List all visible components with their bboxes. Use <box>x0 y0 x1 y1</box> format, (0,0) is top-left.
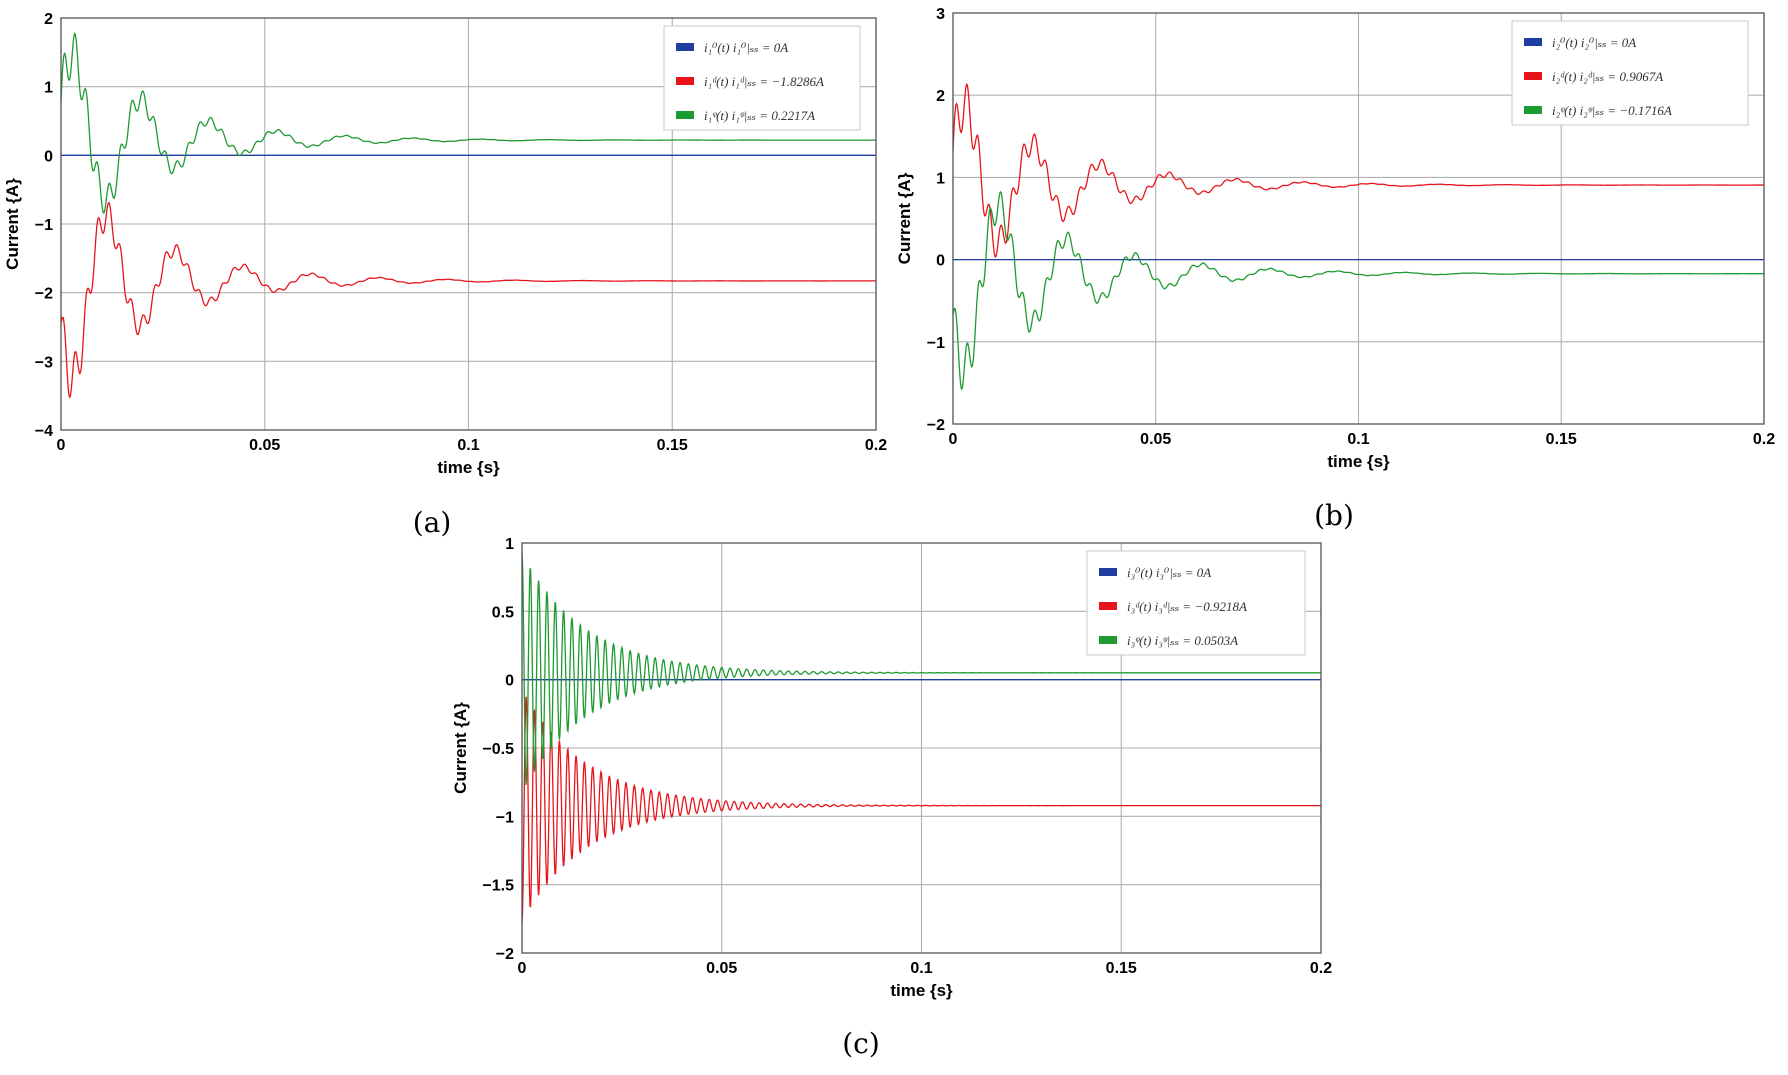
y-tick-label: 2 <box>936 88 945 105</box>
legend-entry: i₃ᵈ(t) i₃ᵈ|ₛₛ = −0.9218A <box>1127 599 1247 614</box>
legend-entry: i₃⁰(t) i₃⁰|ₛₛ = 0A <box>1127 565 1211 580</box>
series-line-i-2-q <box>952 190 1764 391</box>
panel-label: (a) <box>413 506 452 539</box>
y-tick-label: −1.5 <box>482 878 514 895</box>
legend-box <box>1086 550 1306 656</box>
x-tick-label: 0.2 <box>865 437 887 454</box>
axes-frame <box>60 17 877 431</box>
x-tick-label: 0.05 <box>706 960 737 977</box>
x-tick-label: 0.15 <box>1106 960 1137 977</box>
legend-swatch <box>1524 106 1542 114</box>
y-tick-label: −1 <box>496 809 514 826</box>
x-tick-label: 0.15 <box>657 437 688 454</box>
y-axis-label: Current {A} <box>3 178 22 270</box>
y-tick-label: 0 <box>936 253 945 270</box>
legend-entry: i₃ᵠ(t) i₃ᵠ|ₛₛ = 0.0503A <box>1127 633 1238 648</box>
series-line-i-3-q <box>521 552 1321 785</box>
legend-swatch <box>1099 636 1117 644</box>
y-axis-label: Current {A} <box>451 702 470 794</box>
y-tick-label: −3 <box>35 354 53 371</box>
legend-entry: i₁ᵠ(t) i₁ᵠ|ₛₛ = 0.2217A <box>704 108 815 123</box>
y-tick-label: 2 <box>44 11 53 28</box>
legend-swatch <box>1099 602 1117 610</box>
legend-entry: i₂ᵈ(t) i₂ᵈ|ₛₛ = 0.9067A <box>1552 69 1663 84</box>
panel-b: 0 0.05 0.1 0.15 0.2 −2 −1 0 1 2 3 time {s} Current {… <box>895 6 1775 532</box>
x-tick-label: 0 <box>949 431 958 448</box>
legend-entry: i₁⁰(t) i₁⁰|ₛₛ = 0A <box>704 40 788 55</box>
y-tick-label: 0.5 <box>492 604 514 621</box>
x-tick-label: 0 <box>518 960 527 977</box>
axes-frame <box>952 12 1765 425</box>
y-tick-label: 1 <box>936 170 945 187</box>
legend-box <box>663 25 861 131</box>
panel-c: 0 0.05 0.1 0.15 0.2 −2 −1.5 −1 −0.5 0 0.5 1 time {s}… <box>451 536 1332 1060</box>
x-tick-label: 0.1 <box>1347 431 1369 448</box>
legend-swatch <box>676 77 694 85</box>
y-tick-label: 0 <box>44 148 53 165</box>
legend-swatch <box>676 43 694 51</box>
y-tick-label: −2 <box>927 417 945 434</box>
x-axis-label: time {s} <box>437 458 500 477</box>
series-line-i-2-d <box>952 83 1764 259</box>
y-tick-label: 0 <box>505 673 514 690</box>
y-tick-label: 1 <box>44 80 53 97</box>
x-tick-label: 0.2 <box>1753 431 1775 448</box>
legend-entry: i₂⁰(t) i₂⁰|ₛₛ = 0A <box>1552 35 1636 50</box>
y-tick-label: 1 <box>505 536 514 553</box>
legend-swatch <box>676 111 694 119</box>
y-tick-label: −1 <box>35 217 53 234</box>
y-tick-label: −2 <box>496 946 514 963</box>
legend-swatch <box>1524 72 1542 80</box>
series-line-i-1-q <box>60 32 876 215</box>
y-tick-label: 3 <box>936 6 945 23</box>
legend-swatch <box>1099 568 1117 576</box>
axes-frame <box>521 542 1322 954</box>
legend-box <box>1511 20 1749 126</box>
y-tick-label: −4 <box>35 423 53 440</box>
x-tick-label: 0.05 <box>1140 431 1171 448</box>
panel-label: (c) <box>842 1027 880 1060</box>
y-tick-label: −1 <box>927 335 945 352</box>
y-tick-label: −0.5 <box>482 741 514 758</box>
legend-entry: i₂ᵠ(t) i₂ᵠ|ₛₛ = −0.1716A <box>1552 103 1672 118</box>
y-tick-label: −2 <box>35 286 53 303</box>
x-axis-label: time {s} <box>890 981 953 1000</box>
x-tick-label: 0.15 <box>1546 431 1577 448</box>
panel-a: 0 0.05 0.1 0.15 0.2 −4 −3 −2 −1 0 1 2 time {s} Curren… <box>3 11 887 539</box>
legend-swatch <box>1524 38 1542 46</box>
x-tick-label: 0.1 <box>457 437 479 454</box>
x-tick-label: 0 <box>57 437 66 454</box>
x-tick-label: 0.1 <box>910 960 932 977</box>
x-tick-label: 0.2 <box>1310 960 1332 977</box>
panel-label: (b) <box>1314 499 1354 532</box>
x-tick-label: 0.05 <box>249 437 280 454</box>
series-line-i-3-d <box>521 696 1321 923</box>
y-axis-label: Current {A} <box>895 172 914 264</box>
legend-entry: i₁ᵈ(t) i₁ᵈ|ₛₛ = −1.8286A <box>704 74 824 89</box>
series-line-i-1-d <box>60 201 876 399</box>
x-axis-label: time {s} <box>1327 452 1390 471</box>
